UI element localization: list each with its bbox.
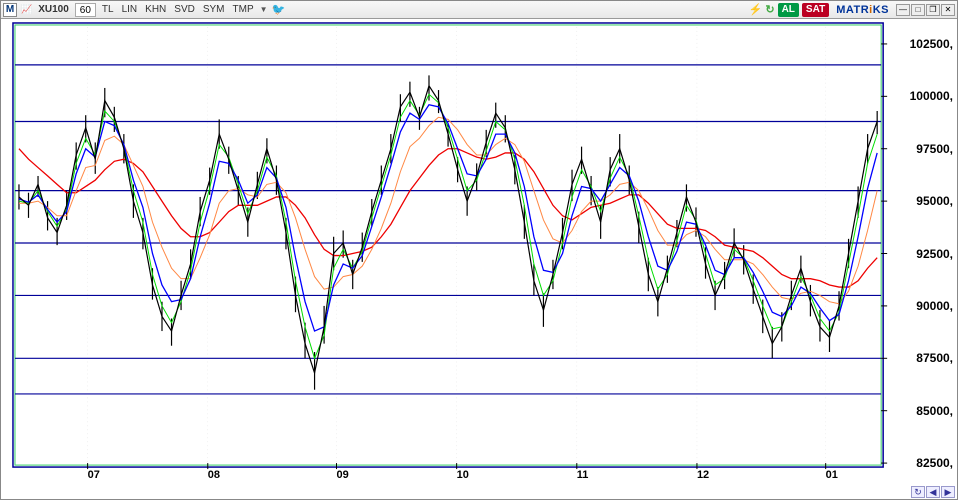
toolbar: M 📈 XU100 60 TL LIN KHN SVD SYM TMP ▼ 🐦 …: [1, 1, 957, 19]
refresh-icon[interactable]: ↻: [765, 3, 774, 16]
chart-window: M 📈 XU100 60 TL LIN KHN SVD SYM TMP ▼ 🐦 …: [0, 0, 958, 500]
scroll-left-button[interactable]: ◀: [926, 486, 940, 498]
mode-khn[interactable]: KHN: [143, 4, 168, 15]
y-tick-label: 90000,: [916, 299, 953, 313]
dropdown-icon[interactable]: ▼: [260, 5, 268, 14]
chart-canvas[interactable]: [1, 19, 957, 483]
y-tick-label: 102500,: [910, 37, 953, 51]
close-button[interactable]: ✕: [941, 4, 955, 16]
footer-controls: ↻ ◀ ▶: [911, 485, 955, 499]
y-tick-label: 82500,: [916, 456, 953, 470]
mode-lin[interactable]: LIN: [120, 4, 140, 15]
x-tick-label: 11: [577, 469, 589, 481]
restore-button[interactable]: ❐: [926, 4, 940, 16]
window-controls: — □ ❐ ✕: [896, 4, 955, 16]
x-tick-label: 08: [208, 469, 220, 481]
maximize-button[interactable]: □: [911, 4, 925, 16]
minimize-button[interactable]: —: [896, 4, 910, 16]
y-tick-label: 95000,: [916, 194, 953, 208]
symbol-label: XU100: [36, 4, 71, 15]
al-badge[interactable]: AL: [778, 3, 799, 17]
sat-badge[interactable]: SAT: [802, 3, 829, 17]
x-tick-label: 10: [457, 469, 469, 481]
flash-icon[interactable]: ⚡: [749, 3, 763, 16]
x-tick-label: 09: [336, 469, 348, 481]
y-tick-label: 85000,: [916, 404, 953, 418]
trend-icon: 📈: [21, 4, 32, 15]
chart-area[interactable]: 82500, 85000, 87500, 90000, 92500, 95000, 9750…: [1, 19, 957, 483]
currency-label: TL: [100, 4, 116, 15]
refresh-footer-button[interactable]: ↻: [911, 486, 925, 498]
mode-svd[interactable]: SVD: [172, 4, 197, 15]
x-tick-label: 12: [697, 469, 709, 481]
mode-sym[interactable]: SYM: [201, 4, 227, 15]
logo-icon: M: [3, 3, 17, 17]
y-tick-label: 92500,: [916, 247, 953, 261]
interval-badge[interactable]: 60: [75, 3, 96, 17]
toolbar-right: ⚡ ↻ AL SAT MATRiKS — □ ❐ ✕: [749, 3, 955, 17]
x-tick-label: 01: [826, 469, 838, 481]
y-tick-label: 87500,: [916, 351, 953, 365]
brand-label: MATRiKS: [832, 4, 893, 16]
twitter-icon[interactable]: 🐦: [272, 3, 286, 16]
mode-tmp[interactable]: TMP: [231, 4, 256, 15]
y-tick-label: 100000,: [910, 89, 953, 103]
x-tick-label: 07: [88, 469, 100, 481]
scroll-right-button[interactable]: ▶: [941, 486, 955, 498]
toolbar-left: M 📈 XU100 60 TL LIN KHN SVD SYM TMP ▼ 🐦: [3, 3, 747, 17]
y-tick-label: 97500,: [916, 142, 953, 156]
